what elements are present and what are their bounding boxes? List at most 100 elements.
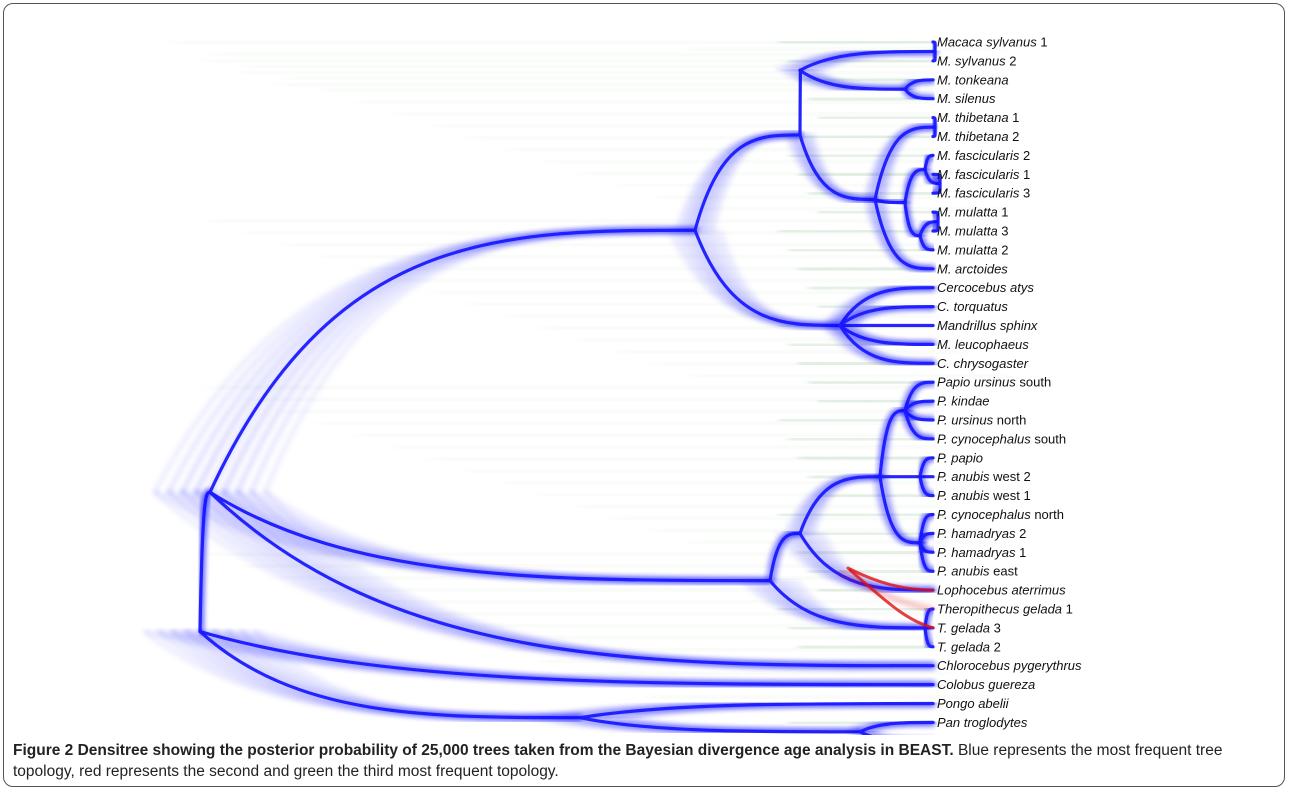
taxon-label: M. mulatta 2 — [937, 242, 1009, 257]
green-branch-line — [690, 537, 1004, 548]
green-branch-line — [651, 692, 982, 702]
green-branch-line — [285, 239, 937, 250]
green-branch-line — [507, 311, 937, 322]
taxon-label: P. hamadryas 2 — [937, 526, 1026, 541]
green-branch-line — [287, 73, 937, 84]
green-branch-line — [394, 442, 937, 453]
blue-branch-line — [208, 228, 697, 494]
densitree-diagram: Macaca sylvanus 1 M. sylvanus 2 M. tonkean… — [143, 35, 1082, 736]
taxon-label: P. cynocephalus north — [937, 507, 1064, 522]
blue-branch-line — [798, 49, 937, 72]
taxon-label: Chlorocebus pygerythrus — [937, 658, 1082, 673]
green-branch-line — [505, 477, 937, 488]
green-branch-line — [798, 644, 935, 651]
taxon-label: Pan troglodytes — [937, 715, 1028, 730]
blue-branch-line — [578, 701, 935, 720]
blue-branch-line — [871, 730, 883, 735]
blue-branch-line — [918, 541, 935, 573]
taxon-label: Homo sapiens — [937, 734, 1021, 735]
taxon-label: M. fascicularis 3 — [937, 186, 1030, 201]
blue-branch-line — [838, 305, 935, 328]
blue-branch-line — [873, 125, 937, 202]
blue-branch-line — [918, 456, 935, 479]
taxon-label: C. chrysogaster — [937, 356, 1029, 371]
taxon-label: P. anubis east — [937, 564, 1018, 579]
green-branch-line — [283, 406, 937, 417]
blue-branch-line — [923, 626, 935, 649]
green-branch-line — [433, 287, 937, 298]
taxon-label: Macaca sylvanus 1 — [937, 35, 1048, 50]
taxon-label: M. thibetana 2 — [937, 129, 1019, 144]
green-branch-line — [392, 608, 937, 619]
green-branch-line — [808, 379, 935, 386]
taxon-label: M. mulatta 1 — [937, 205, 1009, 220]
blue-branch-line — [693, 133, 802, 232]
green-branch-line — [470, 299, 937, 310]
taxon-label: Cercocebus atys — [937, 280, 1034, 295]
taxon-label: M. tonkeana — [937, 72, 1009, 87]
blue-branch-line — [931, 182, 942, 195]
green-branch-line — [429, 620, 937, 631]
green-branch-line — [246, 394, 937, 405]
taxon-label: Theropithecus gelada 1 — [937, 602, 1073, 617]
taxon-label: P. anubis west 2 — [937, 469, 1031, 484]
green-branch-line — [577, 668, 950, 679]
taxon-label: P. kindae — [937, 394, 990, 409]
green-branch-line — [396, 275, 937, 286]
green-branch-line — [466, 632, 937, 643]
green-branch-line — [242, 67, 937, 78]
taxon-label: M. thibetana 1 — [937, 110, 1019, 125]
taxon-label: Pongo abelii — [937, 696, 1010, 711]
green-branch-line — [657, 192, 985, 203]
green-branch-line — [818, 114, 935, 121]
blue-branch-line — [903, 87, 935, 101]
blue-branch-line — [858, 720, 935, 734]
figure-caption: Figure 2 Densitree showing the posterior… — [13, 740, 1275, 782]
blue-branch-line — [931, 219, 940, 233]
blue-branch-line — [918, 475, 935, 498]
green-branch-line — [788, 436, 935, 443]
green-branch-line — [694, 204, 1006, 215]
taxon-label: P. anubis west 1 — [937, 488, 1031, 503]
blue-branch-line — [208, 490, 935, 668]
taxon-label: C. torquatus — [937, 299, 1008, 314]
caption-title: Figure 2 Densitree showing the posterior… — [13, 742, 954, 759]
blue-branch-line — [923, 153, 935, 172]
blue-branch-line — [798, 475, 882, 535]
green-branch-line — [318, 584, 937, 595]
green-branch-line — [398, 108, 937, 119]
blue-branch-line — [838, 323, 935, 365]
taxon-label: P. cynocephalus south — [937, 431, 1066, 446]
green-branch-line — [616, 513, 965, 524]
green-branch-line — [618, 346, 966, 357]
blue-branch-line — [873, 197, 935, 271]
taxon-label: Mandrillus sphinx — [937, 318, 1038, 333]
green-branch-line — [692, 370, 1005, 381]
blue-branch-line — [931, 125, 937, 139]
green-branch-line — [540, 656, 940, 667]
green-branch-line — [468, 465, 937, 476]
taxon-label: Colobus guereza — [937, 677, 1035, 692]
taxon-label: M. fascicularis 2 — [937, 148, 1030, 163]
taxon-label: M. mulatta 3 — [937, 224, 1009, 239]
green-branch-line — [688, 43, 1003, 54]
blue-branch-line — [693, 228, 842, 328]
tree-branches — [143, 39, 943, 735]
red-branch-line — [838, 570, 935, 611]
green-branch-line — [546, 156, 941, 167]
blue-branch-line — [858, 730, 873, 735]
green-branch-line — [359, 263, 937, 274]
caption-body: Blue represents the most frequent tree t… — [13, 742, 1223, 780]
blue-branch-line — [198, 629, 582, 720]
taxon-label: P. ursinus north — [937, 413, 1026, 428]
taxon-labels: Macaca sylvanus 1 M. sylvanus 2 M. tonkean… — [937, 35, 1082, 736]
blue-branch-line — [198, 629, 935, 687]
green-branch-line — [435, 120, 937, 131]
taxon-label: T. gelada 3 — [937, 620, 1001, 635]
green-branch-line — [798, 455, 935, 462]
blue-branch-line — [868, 730, 881, 735]
taxon-label: Lophocebus aterrimus — [937, 583, 1066, 598]
green-branch-line — [778, 39, 935, 46]
taxon-label: T. gelada 2 — [937, 639, 1001, 654]
blue-branch-line — [903, 408, 935, 441]
